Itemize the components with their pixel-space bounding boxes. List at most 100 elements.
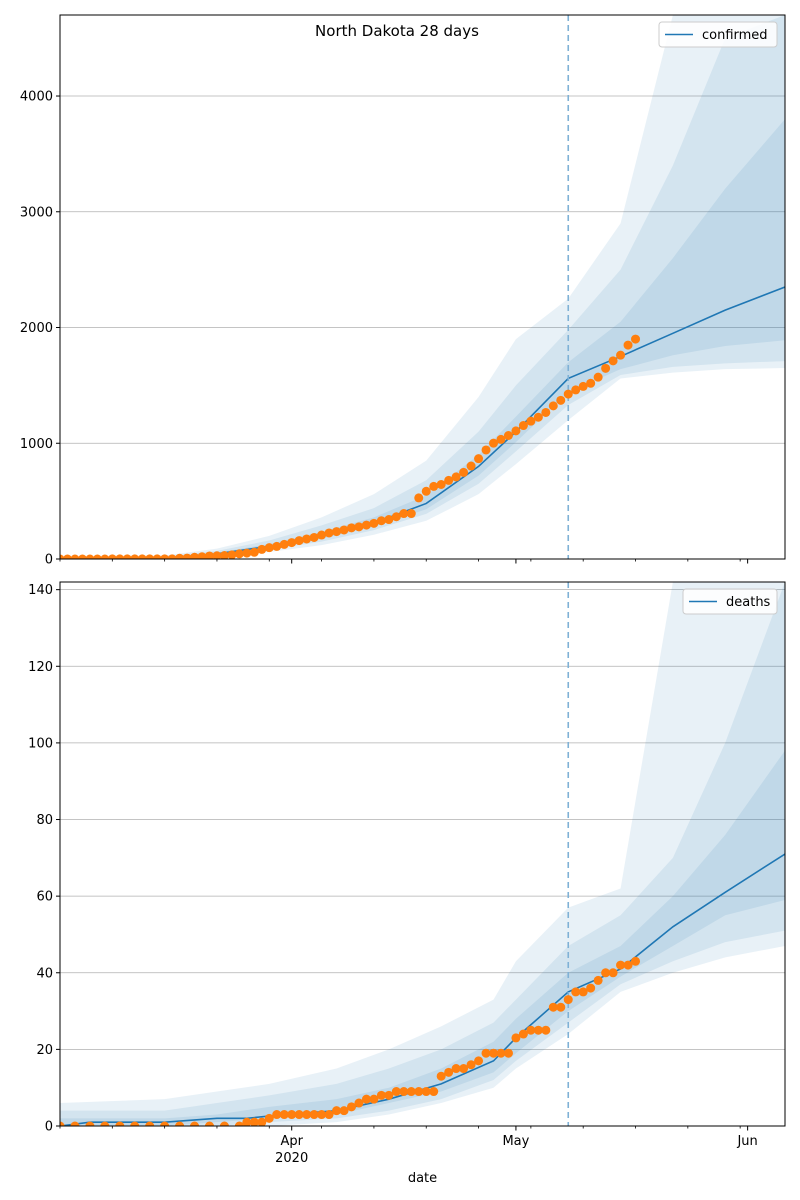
observed-point (459, 1064, 469, 1074)
observed-point (257, 544, 267, 554)
y-tick-label: 0 (45, 1120, 53, 1135)
observed-point (309, 532, 319, 542)
observed-point (346, 523, 356, 533)
uncertainty-band-outer (60, 582, 785, 1126)
observed-point (503, 1048, 513, 1058)
observed-point (496, 1048, 506, 1058)
observed-point (384, 515, 394, 525)
observed-point (414, 1087, 424, 1097)
observed-point (511, 1033, 521, 1043)
uncertainty-band-inner (60, 750, 785, 1126)
legend-label: confirmed (702, 28, 768, 43)
observed-point (563, 995, 573, 1005)
observed-point (346, 1102, 356, 1112)
plot-area (60, 15, 785, 559)
observed-point (145, 554, 155, 559)
observed-point (601, 363, 611, 373)
legend: deaths (682, 588, 778, 615)
y-tick-label: 60 (36, 890, 53, 905)
observed-point (518, 1029, 528, 1039)
observed-point (279, 1110, 289, 1120)
uncertainty-band-outer (60, 15, 785, 559)
observed-point (100, 1121, 110, 1126)
x-axis-label: date (408, 1171, 437, 1186)
y-tick-label: 2000 (20, 321, 53, 336)
observed-point (317, 530, 327, 540)
observed-point (406, 1087, 416, 1097)
observed-point (593, 372, 603, 382)
observed-point (526, 416, 536, 426)
observed-point (616, 350, 626, 360)
observed-point (369, 518, 379, 528)
x-tick-label: Apr (280, 1134, 303, 1149)
observed-point (399, 1087, 409, 1097)
observed-point (175, 553, 185, 559)
observed-point (160, 1121, 170, 1126)
observed-point (474, 1056, 484, 1066)
observed-point (354, 1098, 364, 1108)
y-tick-label: 3000 (20, 205, 53, 220)
observed-point (197, 552, 207, 559)
observed-point (70, 554, 80, 559)
observed-point (122, 554, 132, 559)
observed-point (145, 1121, 155, 1126)
observed-point (421, 486, 431, 496)
observed-point (429, 481, 439, 491)
observed-point (234, 1121, 244, 1126)
observed-point (616, 960, 626, 970)
observed-point (234, 549, 244, 559)
observed-point (219, 1121, 229, 1126)
observed-point (623, 960, 633, 970)
observed-point (85, 1121, 95, 1126)
observed-point (451, 1064, 461, 1074)
observed-point (556, 1002, 566, 1012)
observed-point (578, 987, 588, 997)
observed-point (182, 553, 192, 559)
observed-point (100, 554, 110, 559)
y-tick-label: 1000 (20, 437, 53, 452)
observed-point (204, 1121, 214, 1126)
observed-point (421, 1087, 431, 1097)
observed-point (294, 1110, 304, 1120)
observed-point (354, 522, 364, 532)
observed-point (167, 554, 177, 559)
observed-point (130, 1121, 140, 1126)
observed-point (369, 1094, 379, 1104)
observed-point (436, 479, 446, 489)
observed-point (332, 1106, 342, 1116)
y-tick-label: 80 (36, 813, 53, 828)
observed-point (212, 551, 222, 559)
observed-point (324, 1110, 334, 1120)
y-tick-label: 40 (36, 966, 53, 981)
observed-point (608, 356, 618, 366)
axes-frame (59, 581, 786, 1127)
uncertainty-band-middle (60, 582, 785, 1126)
x-tick-label: May (502, 1134, 529, 1149)
deaths-panel: 0 20 40 60 80 100 120 140 Apr 2020 May Jun date death… (28, 581, 786, 1186)
y-tick-label: 100 (28, 736, 53, 751)
legend-label: deaths (726, 595, 771, 610)
observed-point (361, 520, 371, 530)
observed-point (130, 554, 140, 559)
observed-point (384, 1090, 394, 1100)
observed-point (556, 395, 566, 405)
observed-point (309, 1110, 319, 1120)
observed-point (578, 381, 588, 391)
y-tick-label: 20 (36, 1043, 53, 1058)
x-tick-sublabel: 2020 (275, 1151, 308, 1166)
observed-point (92, 554, 102, 559)
legend-box (658, 21, 778, 48)
observed-point (526, 1025, 536, 1035)
observed-point (317, 1110, 327, 1120)
observed-point (264, 543, 274, 553)
observed-point (249, 1117, 259, 1126)
observed-point (623, 340, 633, 350)
chart-title: North Dakota 28 days (315, 22, 479, 40)
observed-point (503, 431, 513, 441)
observed-point (219, 551, 229, 559)
observed-point (563, 389, 573, 399)
observed-point (466, 461, 476, 471)
observed-point (152, 554, 162, 559)
